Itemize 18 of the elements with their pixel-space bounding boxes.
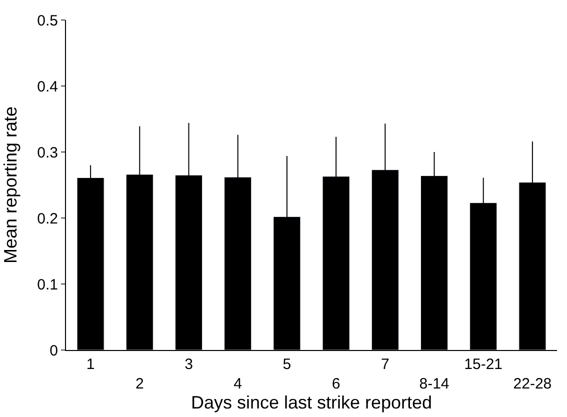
x-tick-label: 1	[86, 356, 95, 373]
x-axis-title: Days since last strike reported	[190, 392, 432, 412]
x-tick-label: 5	[282, 356, 292, 373]
x-tick-label: 4	[234, 376, 242, 392]
y-tick-label: 0.2	[37, 210, 58, 228]
x-tick-label: 2	[135, 376, 144, 392]
x-tick-label: 3	[184, 356, 193, 373]
x-tick-label: 22-28	[513, 376, 552, 392]
x-tick-label: 8-14	[419, 376, 450, 392]
x-tick-label: 6	[332, 376, 340, 392]
y-tick-label: 0.3	[37, 144, 58, 162]
y-axis-title: Mean reporting rate	[0, 106, 20, 264]
x-tick-label: 7	[380, 356, 390, 373]
y-tick-label: 0.4	[37, 78, 58, 96]
y-tick-label: 0.1	[37, 276, 58, 294]
y-tick-label: 0	[50, 342, 58, 360]
x-tick-label: 15-21	[464, 356, 503, 373]
y-tick-label: 0.5	[37, 12, 58, 30]
